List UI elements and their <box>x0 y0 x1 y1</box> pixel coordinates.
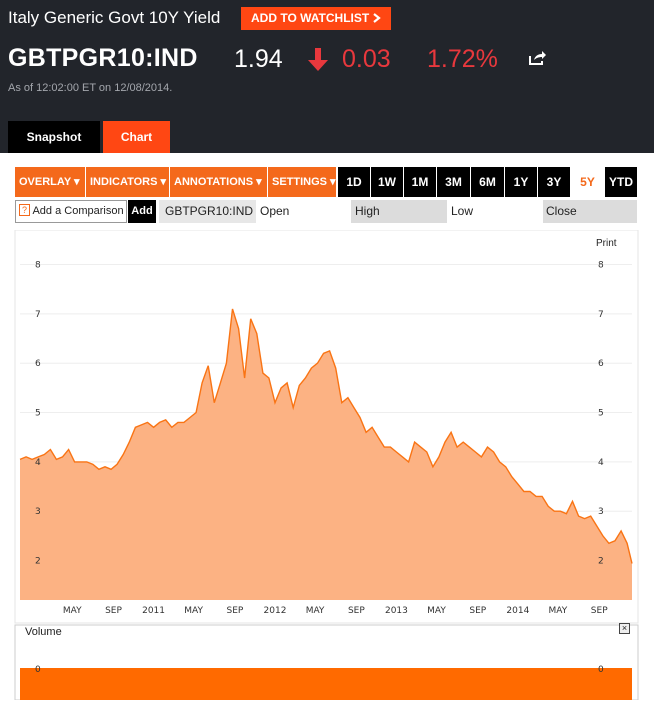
watchlist-label: ADD TO WATCHLIST <box>251 11 370 25</box>
y-tick-left-6: 6 <box>35 359 41 369</box>
x-tick-label: SEP <box>105 606 122 616</box>
y-tick-left-7: 7 <box>35 310 41 320</box>
overlay-menu[interactable]: OVERLAY ▾ <box>15 167 85 197</box>
x-tick-label: MAY <box>427 606 446 616</box>
volume-label: Volume <box>25 626 62 638</box>
x-tick-label: SEP <box>591 606 608 616</box>
y-tick-right-4: 4 <box>598 458 604 468</box>
tab-chart[interactable]: Chart <box>103 121 170 153</box>
help-icon[interactable]: ? <box>19 204 31 216</box>
volume-bar <box>20 668 632 700</box>
range-1w[interactable]: 1W <box>371 167 403 197</box>
y-tick-left-4: 4 <box>35 458 41 468</box>
price-change: 0.03 <box>342 45 391 73</box>
range-1m[interactable]: 1M <box>404 167 436 197</box>
symbol-legend: GBTPGR10:IND <box>159 200 256 223</box>
x-tick-label: SEP <box>469 606 486 616</box>
last-price: 1.94 <box>234 45 283 73</box>
x-tick-label: MAY <box>184 606 203 616</box>
chevron-right-icon <box>372 11 381 25</box>
x-tick-label: MAY <box>63 606 82 616</box>
y-tick-left-5: 5 <box>35 409 41 419</box>
comparison-placeholder: Add a Comparison <box>32 205 124 217</box>
security-title: Italy Generic Govt 10Y Yield <box>8 8 221 27</box>
x-tick-label: 2012 <box>264 606 287 616</box>
as-of-timestamp: As of 12:02:00 ET on 12/08/2014. <box>8 82 173 94</box>
range-3y[interactable]: 3Y <box>538 167 570 197</box>
x-tick-label: MAY <box>549 606 568 616</box>
x-tick-label: SEP <box>348 606 365 616</box>
range-6m[interactable]: 6M <box>471 167 504 197</box>
volume-right-zero: 0 <box>598 665 604 675</box>
comparison-input[interactable]: ? Add a Comparison <box>15 200 127 223</box>
x-tick-label: 2013 <box>385 606 408 616</box>
range-3m[interactable]: 3M <box>437 167 470 197</box>
indicators-menu[interactable]: INDICATORS ▾ <box>86 167 169 197</box>
x-tick-label: SEP <box>227 606 244 616</box>
range-ytd[interactable]: YTD <box>605 167 637 197</box>
open-label: Open <box>260 204 290 218</box>
y-tick-left-8: 8 <box>35 261 41 271</box>
volume-frame <box>14 624 639 700</box>
add-comparison-button[interactable]: Add <box>128 200 156 223</box>
y-tick-right-2: 2 <box>598 557 604 567</box>
add-to-watchlist-button[interactable]: ADD TO WATCHLIST <box>241 7 391 30</box>
ticker-symbol: GBTPGR10:IND <box>8 44 198 72</box>
y-tick-left-3: 3 <box>35 507 41 517</box>
x-tick-label: MAY <box>306 606 325 616</box>
x-tick-label: 2011 <box>142 606 165 616</box>
y-tick-right-5: 5 <box>598 409 604 419</box>
yield-area <box>20 308 632 600</box>
tab-snapshot[interactable]: Snapshot <box>8 121 100 153</box>
chart-frame <box>14 230 639 624</box>
close-icon[interactable]: × <box>619 623 630 634</box>
low-label: Low <box>451 204 474 218</box>
y-tick-right-7: 7 <box>598 310 604 320</box>
share-icon[interactable] <box>528 50 546 71</box>
y-tick-right-3: 3 <box>598 507 604 517</box>
y-tick-right-6: 6 <box>598 359 604 369</box>
volume-left-zero: 0 <box>35 665 41 675</box>
arrow-down-icon <box>307 48 329 77</box>
print-button[interactable]: Print <box>596 238 617 249</box>
high-label: High <box>351 200 447 223</box>
percent-change: 1.72% <box>427 45 498 73</box>
y-tick-right-8: 8 <box>598 261 604 271</box>
quote-header: Italy Generic Govt 10Y Yield ADD TO WATC… <box>0 0 654 153</box>
annotations-menu[interactable]: ANNOTATIONS ▾ <box>170 167 267 197</box>
x-tick-label: 2014 <box>506 606 529 616</box>
y-tick-left-2: 2 <box>35 557 41 567</box>
settings-menu[interactable]: SETTINGS ▾ <box>268 167 336 197</box>
price-chart[interactable]: 2 2 3 3 4 4 5 5 6 6 7 7 8 8 MAY SEP 2011 MAY SEP 2012 MAY SE… <box>0 230 654 700</box>
range-1y[interactable]: 1Y <box>505 167 537 197</box>
range-1d[interactable]: 1D <box>338 167 370 197</box>
yield-line <box>19 308 633 564</box>
range-5y[interactable]: 5Y <box>571 167 604 197</box>
close-label: Close <box>543 200 637 223</box>
